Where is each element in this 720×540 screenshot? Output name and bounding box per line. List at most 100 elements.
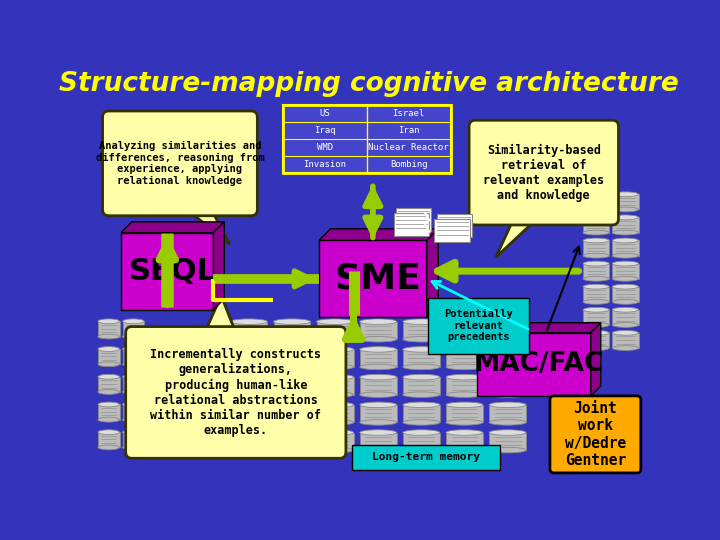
FancyBboxPatch shape <box>583 218 609 233</box>
Text: Iran: Iran <box>398 126 420 135</box>
FancyBboxPatch shape <box>612 218 639 233</box>
Ellipse shape <box>98 445 120 450</box>
FancyBboxPatch shape <box>489 349 526 367</box>
Ellipse shape <box>274 430 310 435</box>
Ellipse shape <box>583 307 609 312</box>
Ellipse shape <box>612 192 639 197</box>
Ellipse shape <box>360 420 397 425</box>
FancyBboxPatch shape <box>230 349 267 367</box>
Text: Incrementally constructs
generalizations,
producing human-like
relational abstra: Incrementally constructs generalizations… <box>150 348 321 436</box>
Ellipse shape <box>489 447 526 453</box>
Ellipse shape <box>360 392 397 397</box>
FancyBboxPatch shape <box>396 208 431 231</box>
FancyBboxPatch shape <box>612 310 639 325</box>
Ellipse shape <box>489 347 526 352</box>
Ellipse shape <box>274 374 310 380</box>
Text: Israel: Israel <box>392 109 425 118</box>
Ellipse shape <box>317 374 354 380</box>
FancyBboxPatch shape <box>489 405 526 422</box>
FancyBboxPatch shape <box>583 264 609 279</box>
Ellipse shape <box>583 322 609 327</box>
Text: Structure-mapping cognitive architecture: Structure-mapping cognitive architecture <box>59 71 679 97</box>
Ellipse shape <box>489 319 526 325</box>
Ellipse shape <box>317 392 354 397</box>
Text: Long-term memory: Long-term memory <box>372 453 480 462</box>
Ellipse shape <box>583 192 609 197</box>
Ellipse shape <box>317 347 354 352</box>
Text: SEQL: SEQL <box>129 256 217 286</box>
Ellipse shape <box>122 362 144 367</box>
FancyBboxPatch shape <box>230 433 267 450</box>
Ellipse shape <box>317 402 354 408</box>
FancyBboxPatch shape <box>230 405 267 422</box>
Ellipse shape <box>360 374 397 380</box>
Text: Joint
work
w/Dedre
Gentner: Joint work w/Dedre Gentner <box>564 401 626 468</box>
FancyBboxPatch shape <box>446 405 483 422</box>
FancyBboxPatch shape <box>98 432 120 448</box>
Ellipse shape <box>360 319 397 325</box>
Ellipse shape <box>612 322 639 327</box>
Ellipse shape <box>612 300 639 304</box>
FancyBboxPatch shape <box>612 240 639 255</box>
Polygon shape <box>590 323 600 396</box>
FancyBboxPatch shape <box>612 264 639 279</box>
FancyBboxPatch shape <box>489 377 526 395</box>
Ellipse shape <box>230 319 267 325</box>
Ellipse shape <box>403 364 440 370</box>
Ellipse shape <box>612 307 639 312</box>
FancyBboxPatch shape <box>612 287 639 302</box>
Polygon shape <box>496 219 537 257</box>
Ellipse shape <box>583 230 609 235</box>
FancyBboxPatch shape <box>437 214 472 237</box>
Ellipse shape <box>583 215 609 220</box>
FancyBboxPatch shape <box>403 405 440 422</box>
Ellipse shape <box>446 319 483 325</box>
Ellipse shape <box>360 364 397 370</box>
Text: SME: SME <box>335 262 422 296</box>
Polygon shape <box>283 105 451 173</box>
Ellipse shape <box>612 330 639 335</box>
FancyBboxPatch shape <box>360 349 397 367</box>
Ellipse shape <box>583 330 609 335</box>
FancyBboxPatch shape <box>317 433 354 450</box>
FancyBboxPatch shape <box>446 433 483 450</box>
Ellipse shape <box>122 347 144 352</box>
FancyBboxPatch shape <box>403 349 440 367</box>
Ellipse shape <box>122 417 144 422</box>
FancyBboxPatch shape <box>122 377 144 392</box>
FancyBboxPatch shape <box>317 322 354 339</box>
Ellipse shape <box>360 336 397 342</box>
Text: Invasion: Invasion <box>303 160 346 168</box>
Ellipse shape <box>583 300 609 304</box>
FancyBboxPatch shape <box>612 333 639 348</box>
FancyBboxPatch shape <box>98 321 120 336</box>
FancyBboxPatch shape <box>489 433 526 450</box>
Ellipse shape <box>230 392 267 397</box>
FancyBboxPatch shape <box>274 405 310 422</box>
Ellipse shape <box>122 374 144 379</box>
Ellipse shape <box>122 402 144 407</box>
Ellipse shape <box>403 420 440 425</box>
Ellipse shape <box>122 334 144 339</box>
Ellipse shape <box>98 319 120 323</box>
Ellipse shape <box>274 364 310 370</box>
Ellipse shape <box>230 447 267 453</box>
FancyBboxPatch shape <box>489 322 526 339</box>
FancyBboxPatch shape <box>122 432 144 448</box>
Ellipse shape <box>230 430 267 435</box>
FancyBboxPatch shape <box>274 322 310 339</box>
FancyBboxPatch shape <box>360 377 397 395</box>
Ellipse shape <box>583 284 609 289</box>
Ellipse shape <box>489 392 526 397</box>
FancyBboxPatch shape <box>122 321 144 336</box>
FancyBboxPatch shape <box>403 322 440 339</box>
Ellipse shape <box>446 336 483 342</box>
Text: Analyzing similarities and
differences, reasoning from
experience, applying
rela: Analyzing similarities and differences, … <box>96 141 264 186</box>
Text: Bombing: Bombing <box>390 160 428 168</box>
Ellipse shape <box>403 347 440 352</box>
Ellipse shape <box>230 347 267 352</box>
Ellipse shape <box>583 253 609 258</box>
Polygon shape <box>213 222 224 309</box>
Text: MAC/FAC: MAC/FAC <box>473 352 603 377</box>
Polygon shape <box>121 233 213 309</box>
